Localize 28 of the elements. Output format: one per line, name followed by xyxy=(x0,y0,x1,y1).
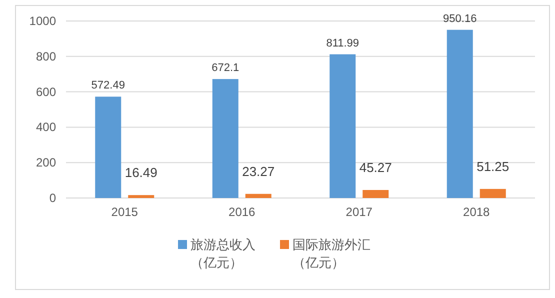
bar xyxy=(480,188,506,198)
data-label: 45.27 xyxy=(359,160,392,175)
bar xyxy=(245,194,272,198)
x-tick-label: 2018 xyxy=(463,205,490,219)
legend-label: 国际旅游外汇（亿元） xyxy=(292,236,372,272)
x-tick-label: 2016 xyxy=(228,205,256,219)
y-tick-label: 400 xyxy=(36,120,56,134)
y-tick-label: 800 xyxy=(36,49,56,64)
bar xyxy=(128,195,154,198)
y-tick-label: 1000 xyxy=(29,14,56,28)
data-label: 23.27 xyxy=(242,164,275,179)
data-label: 950.16 xyxy=(443,12,477,25)
data-label: 672.1 xyxy=(212,62,240,74)
bar xyxy=(330,54,356,198)
data-label: 16.49 xyxy=(124,165,158,180)
y-tick-label: 200 xyxy=(36,156,56,170)
bar xyxy=(446,30,473,198)
bar xyxy=(95,96,122,198)
bar xyxy=(362,190,389,198)
data-label: 811.99 xyxy=(326,37,360,50)
bar xyxy=(212,79,238,198)
y-tick-label: 600 xyxy=(36,84,56,99)
data-label: 51.25 xyxy=(476,158,510,174)
data-label: 572.49 xyxy=(91,80,125,92)
y-tick-label: 0 xyxy=(49,191,56,205)
legend-label: 旅游总收入（亿元） xyxy=(190,236,256,272)
x-tick-label: 2017 xyxy=(346,205,373,219)
x-tick-label: 2015 xyxy=(111,205,138,219)
